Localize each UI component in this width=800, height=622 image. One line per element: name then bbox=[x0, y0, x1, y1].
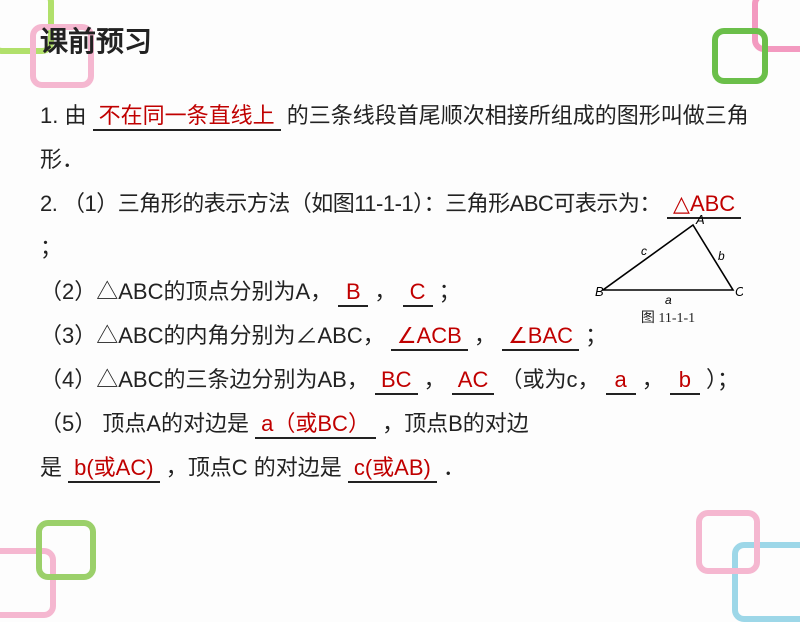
fig-caption: 图 11-1-1 bbox=[588, 307, 748, 327]
label-b: b bbox=[718, 249, 725, 263]
answer-6a: a（或BC） bbox=[255, 411, 376, 439]
answer-4b: ∠BAC bbox=[502, 323, 579, 351]
answer-5b: AC bbox=[452, 367, 495, 395]
label-B: B bbox=[595, 284, 604, 299]
q2-5a: （5） 顶点A的对边是 bbox=[40, 411, 255, 436]
comma-2: ， bbox=[474, 323, 496, 348]
q1-pre: 1. 由 bbox=[40, 103, 93, 128]
period: ． bbox=[443, 455, 465, 480]
answer-3a: B bbox=[338, 279, 368, 307]
answer-3b: C bbox=[403, 279, 433, 307]
answer-1: 不在同一条直线上 bbox=[93, 103, 281, 131]
comma-1: ， bbox=[374, 279, 396, 304]
q2-4c: ）； bbox=[706, 367, 739, 392]
answer-6b: b(或AC) bbox=[68, 455, 159, 483]
comma-4: ， bbox=[642, 367, 664, 392]
q2-5d: ，顶点C 的对边是 bbox=[166, 455, 348, 480]
answer-5c: a bbox=[606, 367, 636, 395]
q2-4a: （4）△ABC的三条边分别为AB， bbox=[40, 367, 369, 392]
q2-3: （3）△ABC的内角分别为∠ABC， bbox=[40, 323, 385, 348]
q2-5b: ，顶点B的对边 bbox=[382, 411, 529, 436]
semi-2: ； bbox=[439, 279, 461, 304]
comma-3: ， bbox=[424, 367, 446, 392]
label-a: a bbox=[665, 293, 672, 305]
answer-5a: BC bbox=[375, 367, 418, 395]
q2-2: （2）△ABC的顶点分别为A， bbox=[40, 279, 332, 304]
label-C: C bbox=[735, 284, 743, 299]
section-title: 课前预习 bbox=[40, 20, 760, 60]
answer-4a: ∠ACB bbox=[391, 323, 468, 351]
answer-5d: b bbox=[670, 367, 700, 395]
answer-6c: c(或AB) bbox=[348, 455, 437, 483]
q2-5c: 是 bbox=[40, 455, 68, 480]
label-A: A bbox=[695, 215, 705, 227]
q2-4b: （或为c， bbox=[500, 367, 599, 392]
triangle-icon: A B C a b c bbox=[593, 215, 743, 305]
triangle-figure: A B C a b c 图 11-1-1 bbox=[588, 215, 748, 327]
label-c: c bbox=[641, 244, 647, 258]
q2-1: 2. （1）三角形的表示方法（如图11-1-1）：三角形ABC可表示为： bbox=[40, 191, 661, 216]
semi-1: ； bbox=[40, 235, 62, 260]
slide-content: 课前预习 1. 由 不在同一条直线上 的三条线段首尾顺次相接所组成的图形叫做三角… bbox=[40, 20, 760, 490]
